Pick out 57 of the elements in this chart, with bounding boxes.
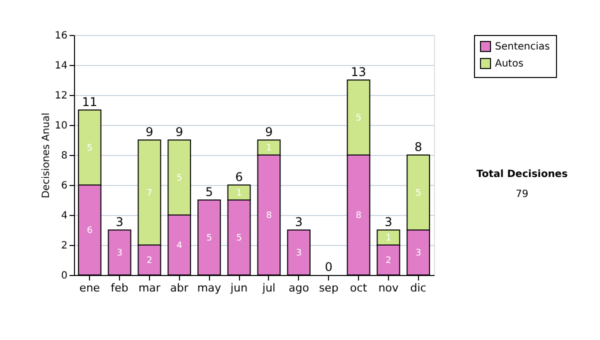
- data-label: 3: [415, 248, 422, 258]
- data-label: 2: [386, 256, 392, 266]
- y-axis-title: Decisiones Anual: [40, 112, 52, 198]
- y-tick-label: 14: [54, 60, 68, 72]
- legend-label: Autos: [495, 58, 524, 70]
- data-label: 6: [86, 226, 93, 236]
- x-tick-label: sep: [318, 282, 338, 294]
- text: 79: [516, 189, 528, 200]
- data-label: 8: [266, 211, 272, 221]
- x-tick-label: oct: [350, 282, 368, 294]
- total-label: 8: [414, 140, 422, 154]
- x-tick-label: nov: [378, 282, 400, 294]
- y-tick-label: 4: [61, 210, 68, 222]
- y-tick-label: 0: [61, 270, 68, 282]
- total-label: 9: [146, 125, 154, 139]
- y-tick-label: 8: [61, 150, 68, 162]
- x-tick-label: jul: [261, 282, 276, 294]
- x-tick-label: abr: [170, 282, 189, 294]
- data-label: 1: [236, 188, 242, 198]
- total-label: 6: [235, 170, 243, 184]
- data-label: 1: [386, 234, 392, 244]
- x-tick-label: ene: [79, 282, 100, 294]
- x-tick-label: feb: [110, 282, 128, 294]
- total-label: 9: [175, 125, 184, 139]
- data-label: 4: [176, 241, 182, 251]
- y-tick-label: 12: [54, 90, 68, 102]
- x-tick-label: ago: [288, 282, 310, 294]
- data-label: 3: [296, 248, 302, 258]
- data-label: 1: [266, 144, 272, 154]
- total-label: 3: [384, 215, 392, 229]
- data-label: 7: [146, 188, 152, 198]
- total-label: 13: [350, 65, 366, 79]
- total-label: 0: [324, 260, 333, 274]
- data-label: 5: [415, 188, 422, 198]
- y-tick-label: 16: [54, 30, 68, 42]
- data-label: 2: [146, 256, 152, 266]
- total-label: 5: [205, 185, 214, 199]
- total-label: 9: [265, 125, 273, 139]
- total-label: 11: [82, 95, 98, 109]
- y-tick-label: 10: [54, 120, 68, 132]
- text: Total Decisiones: [476, 169, 568, 180]
- data-label: 5: [206, 234, 212, 244]
- data-label: 5: [176, 174, 182, 184]
- total-label: 3: [116, 215, 124, 229]
- total-label: 3: [294, 215, 303, 229]
- x-tick-label: jun: [230, 282, 248, 294]
- data-label: 5: [86, 144, 93, 154]
- y-tick-label: 6: [61, 180, 68, 192]
- data-label: 5: [236, 234, 242, 244]
- data-label: 3: [116, 248, 122, 258]
- x-tick-label: mar: [138, 282, 161, 294]
- data-label: 5: [356, 114, 362, 124]
- legend-label: Sentencias: [495, 42, 550, 52]
- data-label: 8: [356, 211, 362, 221]
- x-tick-label: may: [197, 282, 222, 294]
- y-tick-label: 2: [61, 240, 68, 252]
- x-tick-label: dic: [410, 282, 426, 294]
